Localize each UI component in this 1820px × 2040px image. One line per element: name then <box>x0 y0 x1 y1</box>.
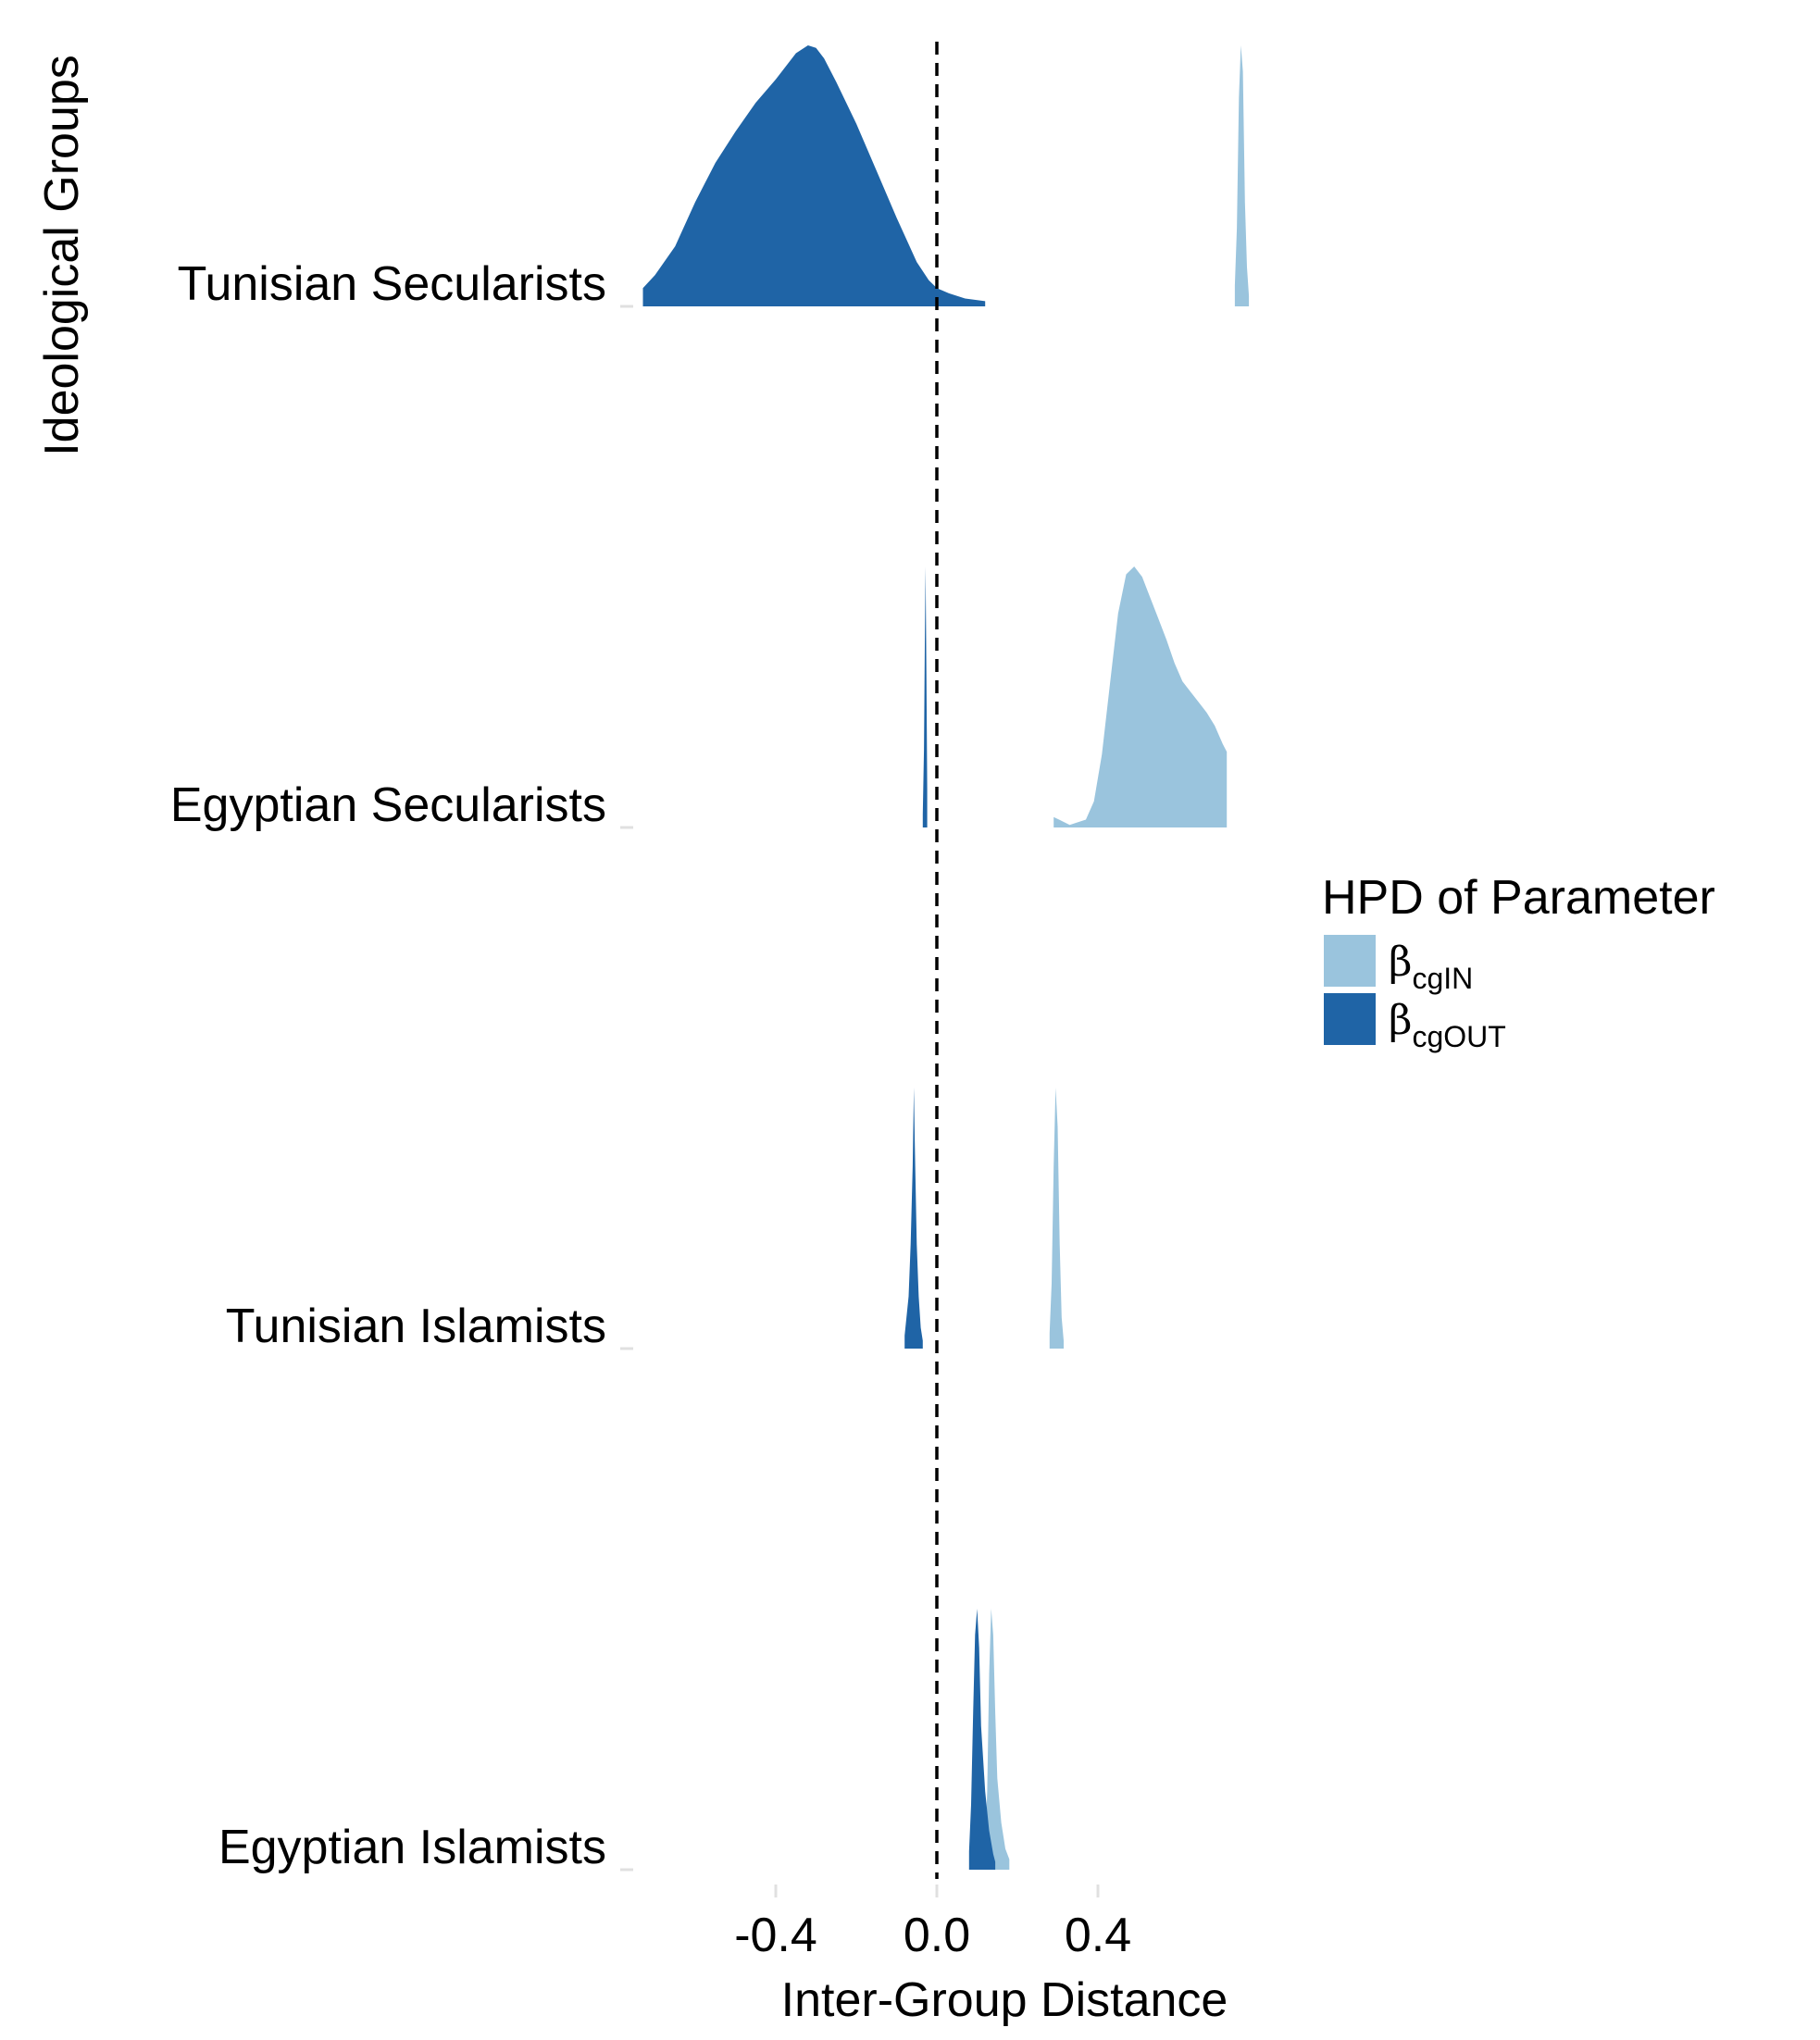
x-tick-label: 0.0 <box>904 1909 970 1962</box>
density-cgin-tunisian-islamists <box>1049 1088 1064 1349</box>
legend-label: βcgIN <box>1389 939 1473 995</box>
density-cgout-tunisian-secularists <box>642 45 986 306</box>
density-cgin-egyptian-secularists <box>1053 566 1228 827</box>
legend-label: βcgOUT <box>1389 997 1506 1053</box>
legend-swatch <box>1324 993 1376 1045</box>
y-tick-label: Tunisian Islamists <box>226 1300 606 1353</box>
density-cgin-tunisian-secularists <box>1234 45 1250 306</box>
legend-swatch <box>1324 935 1376 987</box>
density-cgout-tunisian-islamists <box>904 1088 923 1349</box>
x-tick-label: -0.4 <box>734 1909 817 1962</box>
y-tick-label: Tunisian Secularists <box>178 257 606 311</box>
y-tick-label: Egyptian Secularists <box>170 778 606 832</box>
density-areas <box>642 45 1250 1870</box>
legend-title: HPD of Parameter <box>1322 871 1715 925</box>
x-axis: -0.4 0.0 0.4 <box>734 1885 1131 1962</box>
y-axis-title: Ideological Groups <box>35 55 89 456</box>
density-cgout-egyptian-secularists <box>922 566 928 827</box>
x-tick-label: 0.4 <box>1065 1909 1131 1962</box>
density-cgout-egyptian-islamists <box>968 1609 996 1870</box>
density-cgin-egyptian-islamists <box>985 1609 1010 1870</box>
y-axis: Egyptian Islamists Tunisian Islamists Egyp… <box>170 257 633 1874</box>
x-axis-title: Inter-Group Distance <box>781 1973 1228 2027</box>
y-tick-label: Egyptian Islamists <box>218 1821 606 1874</box>
